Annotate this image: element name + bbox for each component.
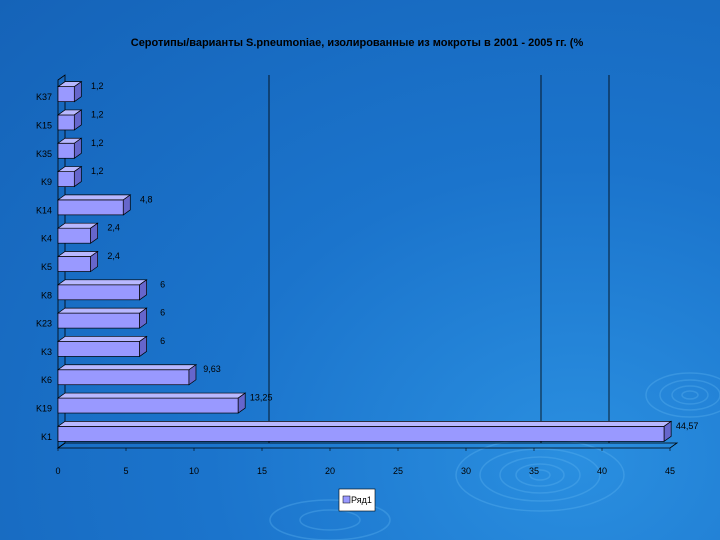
x-tick-label: 40 (597, 466, 607, 476)
bar-side-face (139, 307, 147, 329)
x-tick-label: 10 (189, 466, 199, 476)
bar-side-face (73, 165, 82, 188)
bar-top-face (56, 307, 148, 314)
legend-label: Ряд1 (351, 495, 372, 505)
bar (57, 227, 91, 244)
x-tick-label: 15 (257, 466, 267, 476)
bar (57, 312, 140, 329)
bar-top-face (56, 194, 132, 201)
bar-top-face (56, 364, 198, 371)
data-label: 1,2 (91, 138, 104, 148)
y-tick-label: K23 (36, 319, 52, 329)
bar-side-face (139, 279, 147, 301)
data-label: 6 (160, 336, 165, 346)
data-label: 9,63 (203, 364, 221, 374)
bar (57, 199, 124, 216)
bar-side-face (73, 137, 82, 159)
y-tick-label: K14 (36, 205, 52, 215)
y-tick-label: K35 (36, 149, 52, 159)
bar-side-face (90, 222, 98, 244)
bar-top-face (56, 336, 148, 342)
data-label: 6 (160, 279, 165, 289)
data-label: 1,2 (91, 166, 104, 176)
x-axis-floor (56, 442, 679, 449)
data-label: 2,4 (107, 251, 120, 261)
data-label: 6 (160, 308, 165, 318)
bar (57, 256, 91, 272)
x-tick-label: 30 (461, 466, 471, 476)
x-tick-label: 0 (55, 466, 60, 476)
bar-side-face (90, 250, 98, 273)
bar (57, 142, 75, 159)
bar-side-face (663, 420, 672, 443)
bar (57, 425, 665, 442)
bar-side-face (73, 109, 82, 131)
bar-top-face (56, 279, 148, 286)
plot-area: 0 5 10 15 20 25 30 35 40 45 K37 1,2 K15 1,2 K35 1,2 K9 1,… (36, 74, 699, 476)
y-tick-label: K3 (41, 347, 52, 357)
y-tick-label: K6 (41, 375, 52, 385)
x-tick-label: 20 (325, 466, 335, 476)
bar-top-face (56, 392, 247, 399)
x-tick-label: 25 (393, 466, 403, 476)
y-tick-label: K8 (41, 290, 52, 300)
bar-side-face (237, 392, 246, 414)
data-label: 1,2 (91, 81, 104, 91)
bar (57, 369, 190, 386)
bar (57, 114, 75, 131)
data-label: 44,57 (676, 421, 699, 431)
bar (57, 341, 140, 357)
bar-side-face (188, 364, 197, 386)
bar-side-face (139, 335, 147, 358)
x-tick-label: 5 (123, 466, 128, 476)
data-label: 2,4 (107, 223, 120, 233)
y-tick-label: K1 (41, 432, 52, 442)
x-tick-label: 35 (529, 466, 539, 476)
y-tick-label: K19 (36, 404, 52, 414)
bar (57, 397, 239, 414)
y-tick-label: K5 (41, 262, 52, 272)
legend-box (338, 488, 376, 512)
y-tick-label: K9 (41, 177, 52, 187)
x-tick-label: 45 (665, 466, 675, 476)
bar (57, 284, 140, 301)
bar (57, 86, 75, 103)
bar-top-face (56, 420, 673, 427)
y-tick-label: K4 (41, 234, 52, 244)
y-tick-label: K37 (36, 92, 52, 102)
bar-side-face (73, 80, 82, 103)
bar-side-face (122, 194, 131, 216)
data-label: 1,2 (91, 109, 104, 119)
bar (57, 171, 75, 187)
data-label: 4,8 (140, 194, 153, 204)
chart-title: Серотипы/варианты S.pneumoniae, изолиров… (131, 37, 584, 49)
data-label: 13,25 (250, 393, 273, 403)
legend-swatch (342, 495, 351, 504)
legend: Ряд1 (338, 488, 376, 512)
y-tick-label: K15 (36, 120, 52, 130)
